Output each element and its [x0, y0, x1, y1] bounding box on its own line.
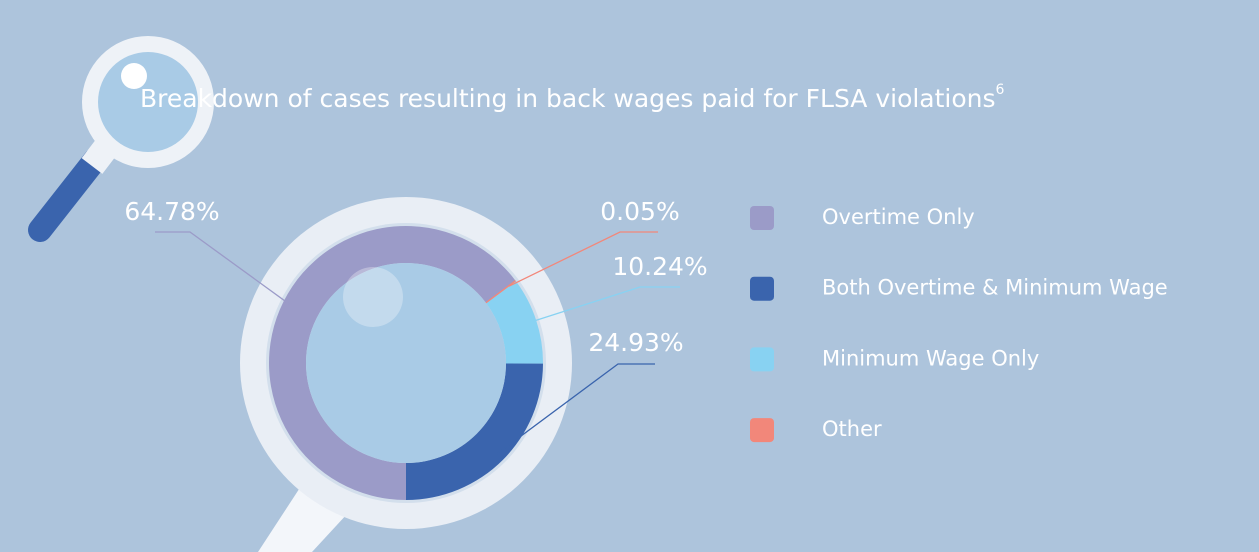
- legend-label: Overtime Only: [822, 205, 975, 229]
- chart: Breakdown of cases resulting in back wag…: [0, 0, 1259, 552]
- value-label: 0.05%: [600, 197, 679, 226]
- value-label: 24.93%: [588, 328, 683, 357]
- legend-swatch: [750, 347, 774, 371]
- lens-glare: [343, 267, 403, 327]
- title-text: Breakdown of cases resulting in back wag…: [140, 84, 996, 113]
- legend-label: Minimum Wage Only: [822, 346, 1039, 370]
- legend-label: Both Overtime & Minimum Wage: [822, 276, 1168, 300]
- value-label: 64.78%: [124, 197, 219, 226]
- value-label: 10.24%: [612, 252, 707, 281]
- legend-swatch: [750, 206, 774, 230]
- legend-label: Other: [822, 417, 882, 441]
- legend-swatch: [750, 277, 774, 301]
- title-footnote: 6: [996, 82, 1005, 98]
- legend-swatch: [750, 418, 774, 442]
- chart-title: Breakdown of cases resulting in back wag…: [140, 82, 1005, 113]
- lens: [306, 263, 506, 463]
